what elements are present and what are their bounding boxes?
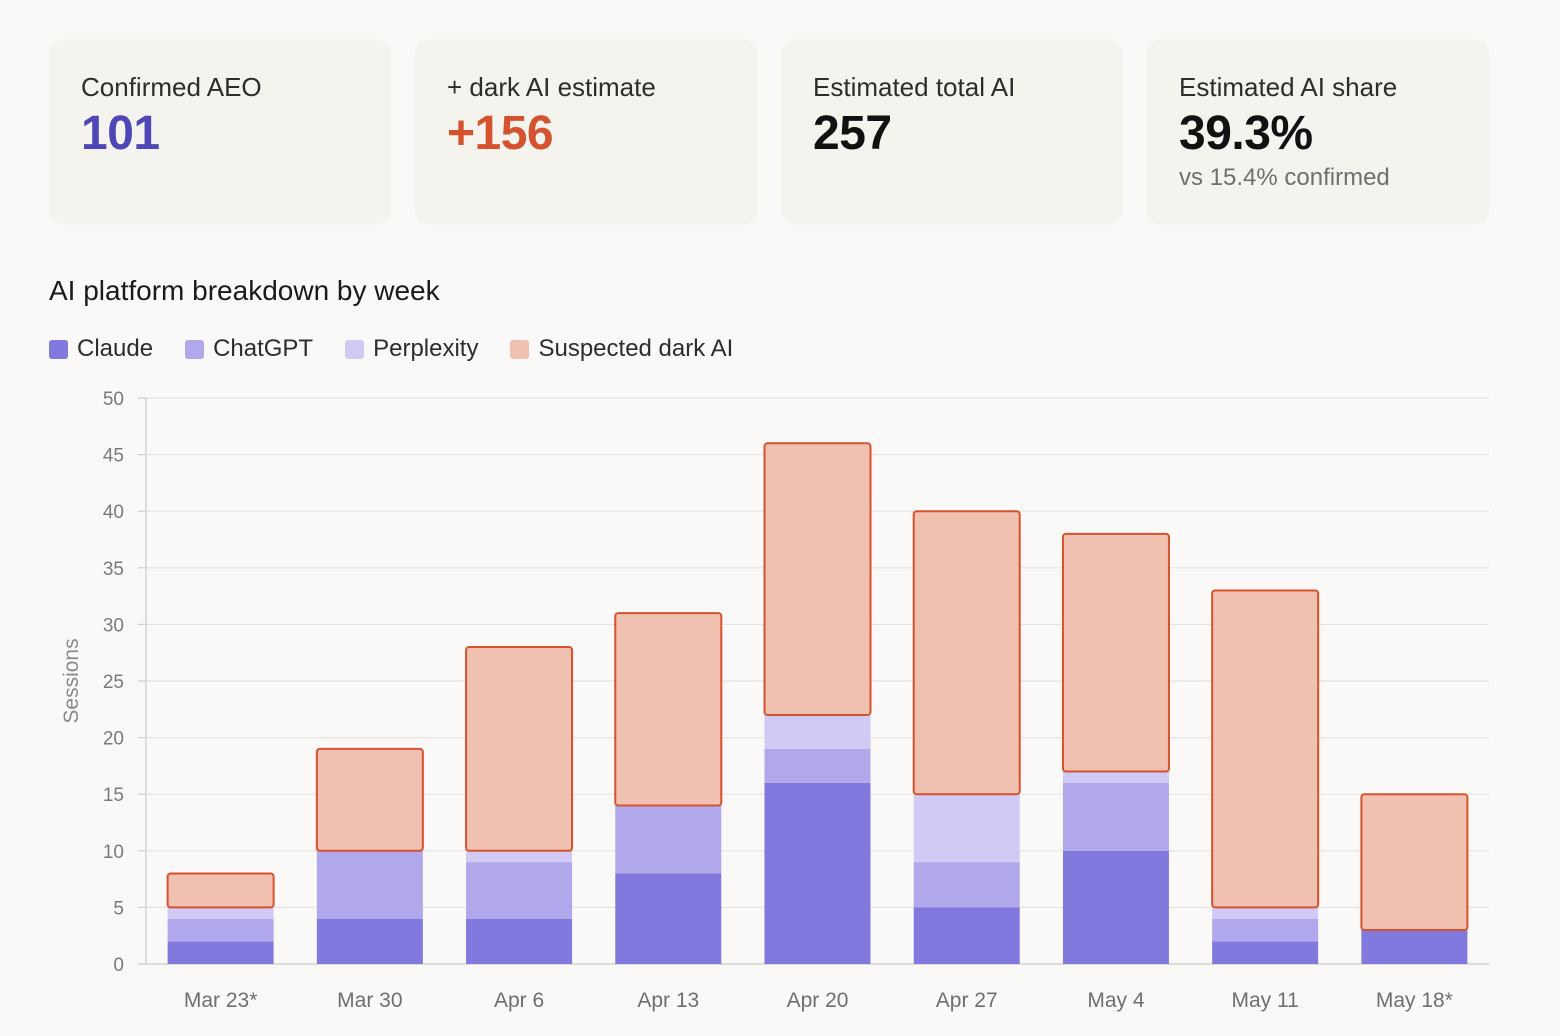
bar-segment-chatgpt	[764, 748, 871, 783]
kpi-value: +156	[447, 107, 554, 160]
x-tick-label: Apr 27	[936, 989, 998, 1012]
legend-label: Suspected dark AI	[538, 335, 734, 362]
bar-segment-chatgpt	[1212, 918, 1319, 942]
bar-segment-claude	[1212, 941, 1319, 964]
bar-segment-suspected-dark-ai	[1061, 532, 1170, 773]
kpi-card-estimated-total-ai: Estimated total AI 257	[781, 39, 1123, 225]
y-tick-label: 10	[103, 842, 124, 863]
legend-item-suspected-dark-ai[interactable]: Suspected dark AI	[510, 335, 733, 363]
kpi-card-confirmed-aeo: Confirmed AEO 101	[49, 39, 391, 225]
bar-segment-suspected-dark-ai	[614, 612, 723, 807]
legend-label: Perplexity	[373, 335, 479, 362]
bar-segment-suspected-dark-ai	[1360, 793, 1469, 932]
bar-segment-perplexity	[913, 794, 1020, 863]
y-tick-label: 5	[113, 898, 124, 919]
y-tick-label: 30	[103, 615, 124, 636]
y-axis-label: Sessions	[60, 638, 83, 723]
bar-segment-claude	[764, 782, 871, 964]
y-tick-label: 50	[103, 389, 124, 410]
chart-legend: Claude ChatGPT Perplexity Suspected dark…	[49, 333, 765, 365]
legend-label: Claude	[77, 335, 154, 362]
bar-segment-perplexity	[1212, 907, 1319, 919]
kpi-label: Estimated AI share	[1179, 72, 1398, 102]
bar-segment-chatgpt	[466, 862, 573, 919]
kpi-cards: Confirmed AEO 101 + dark AI estimate +15…	[49, 39, 1489, 225]
x-tick-label: Mar 23*	[184, 989, 258, 1012]
bar-segment-chatgpt	[316, 850, 423, 919]
legend-item-perplexity[interactable]: Perplexity	[345, 335, 478, 363]
bar-segment-chatgpt	[1062, 782, 1169, 851]
bar-segment-claude	[1361, 930, 1468, 964]
chart-title: AI platform breakdown by week	[49, 275, 440, 306]
bar-segment-claude	[913, 907, 1020, 964]
y-tick-label: 45	[103, 446, 124, 467]
bar-segment-suspected-dark-ai	[1211, 589, 1320, 909]
legend-item-claude[interactable]: Claude	[49, 335, 153, 363]
legend-swatch	[185, 339, 205, 359]
x-tick-label: Apr 20	[787, 989, 849, 1012]
bar-segment-chatgpt	[615, 805, 722, 874]
bar-segment-claude	[316, 918, 423, 964]
kpi-subtext: vs 15.4% confirmed	[1179, 164, 1390, 191]
legend-swatch	[49, 339, 68, 359]
x-tick-label: Apr 6	[494, 989, 544, 1012]
bar-segment-chatgpt	[913, 862, 1020, 908]
kpi-card-estimated-ai-share: Estimated AI share 39.3% vs 15.4% confir…	[1147, 39, 1489, 225]
kpi-label: Confirmed AEO	[81, 72, 262, 102]
y-tick-label: 35	[103, 559, 124, 580]
y-tick-label: 15	[103, 785, 124, 806]
legend-item-chatgpt[interactable]: ChatGPT	[185, 335, 313, 363]
kpi-value: 39.3%	[1179, 107, 1313, 160]
bar-segment-claude	[1062, 850, 1169, 964]
x-tick-label: Apr 13	[637, 989, 699, 1012]
bar-segment-perplexity	[764, 714, 871, 749]
kpi-card-dark-ai-estimate: + dark AI estimate +156	[415, 39, 757, 225]
bar-segment-claude	[615, 873, 722, 964]
bar-segment-perplexity	[167, 907, 274, 919]
bar-segment-perplexity	[466, 850, 573, 863]
bar-segment-suspected-dark-ai	[912, 510, 1021, 796]
x-tick-label: May 11	[1232, 989, 1299, 1012]
x-tick-label: May 4	[1087, 989, 1145, 1012]
y-tick-label: 25	[103, 672, 124, 693]
x-tick-label: Mar 30	[337, 989, 402, 1012]
kpi-value: 257	[813, 107, 892, 160]
legend-label: ChatGPT	[213, 335, 314, 362]
bar-segment-suspected-dark-ai	[315, 747, 424, 852]
bar-segment-claude	[466, 918, 573, 964]
kpi-label: Estimated total AI	[813, 72, 1016, 102]
legend-swatch	[345, 339, 365, 359]
bar-segment-suspected-dark-ai	[465, 646, 574, 852]
kpi-label: + dark AI estimate	[447, 72, 656, 102]
bar-segment-chatgpt	[167, 918, 274, 942]
y-tick-label: 40	[103, 502, 124, 523]
x-tick-label: May 18*	[1376, 989, 1453, 1012]
y-tick-label: 20	[103, 729, 124, 750]
bar-segment-suspected-dark-ai	[763, 442, 872, 716]
bar-segment-perplexity	[1062, 771, 1169, 783]
bar-segment-suspected-dark-ai	[166, 872, 275, 909]
legend-swatch	[510, 339, 530, 359]
kpi-value: 101	[81, 107, 160, 160]
y-tick-label: 0	[113, 955, 124, 976]
bar-segment-claude	[167, 941, 274, 964]
